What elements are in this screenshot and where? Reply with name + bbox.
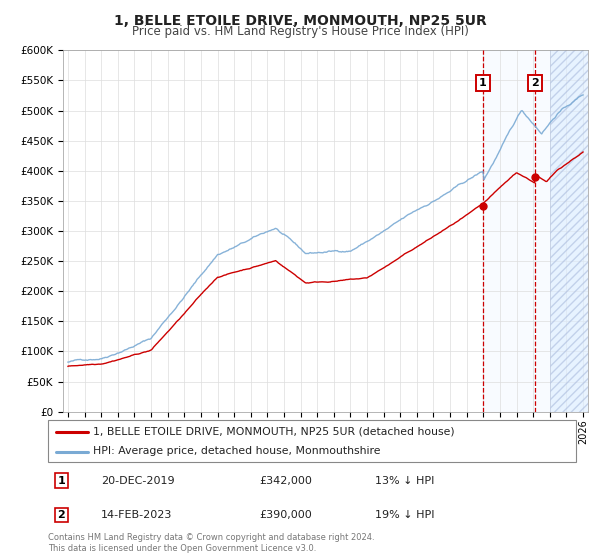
Text: 19% ↓ HPI: 19% ↓ HPI [376, 510, 435, 520]
Text: 1: 1 [479, 78, 487, 88]
Text: 20-DEC-2019: 20-DEC-2019 [101, 476, 175, 486]
Text: Contains HM Land Registry data © Crown copyright and database right 2024.
This d: Contains HM Land Registry data © Crown c… [48, 533, 374, 553]
Text: 2: 2 [531, 78, 539, 88]
Text: 2: 2 [58, 510, 65, 520]
Text: £342,000: £342,000 [259, 476, 312, 486]
Bar [483, 50, 583, 412]
FancyBboxPatch shape [48, 420, 576, 462]
Bar [550, 38, 592, 412]
Text: 14-FEB-2023: 14-FEB-2023 [101, 510, 172, 520]
Text: 13% ↓ HPI: 13% ↓ HPI [376, 476, 435, 486]
Text: HPI: Average price, detached house, Monmouthshire: HPI: Average price, detached house, Monm… [93, 446, 380, 456]
Text: Price paid vs. HM Land Registry's House Price Index (HPI): Price paid vs. HM Land Registry's House … [131, 25, 469, 38]
Text: £390,000: £390,000 [259, 510, 312, 520]
Text: 1, BELLE ETOILE DRIVE, MONMOUTH, NP25 5UR (detached house): 1, BELLE ETOILE DRIVE, MONMOUTH, NP25 5U… [93, 427, 455, 437]
Text: 1: 1 [58, 476, 65, 486]
Text: 1, BELLE ETOILE DRIVE, MONMOUTH, NP25 5UR: 1, BELLE ETOILE DRIVE, MONMOUTH, NP25 5U… [113, 14, 487, 28]
